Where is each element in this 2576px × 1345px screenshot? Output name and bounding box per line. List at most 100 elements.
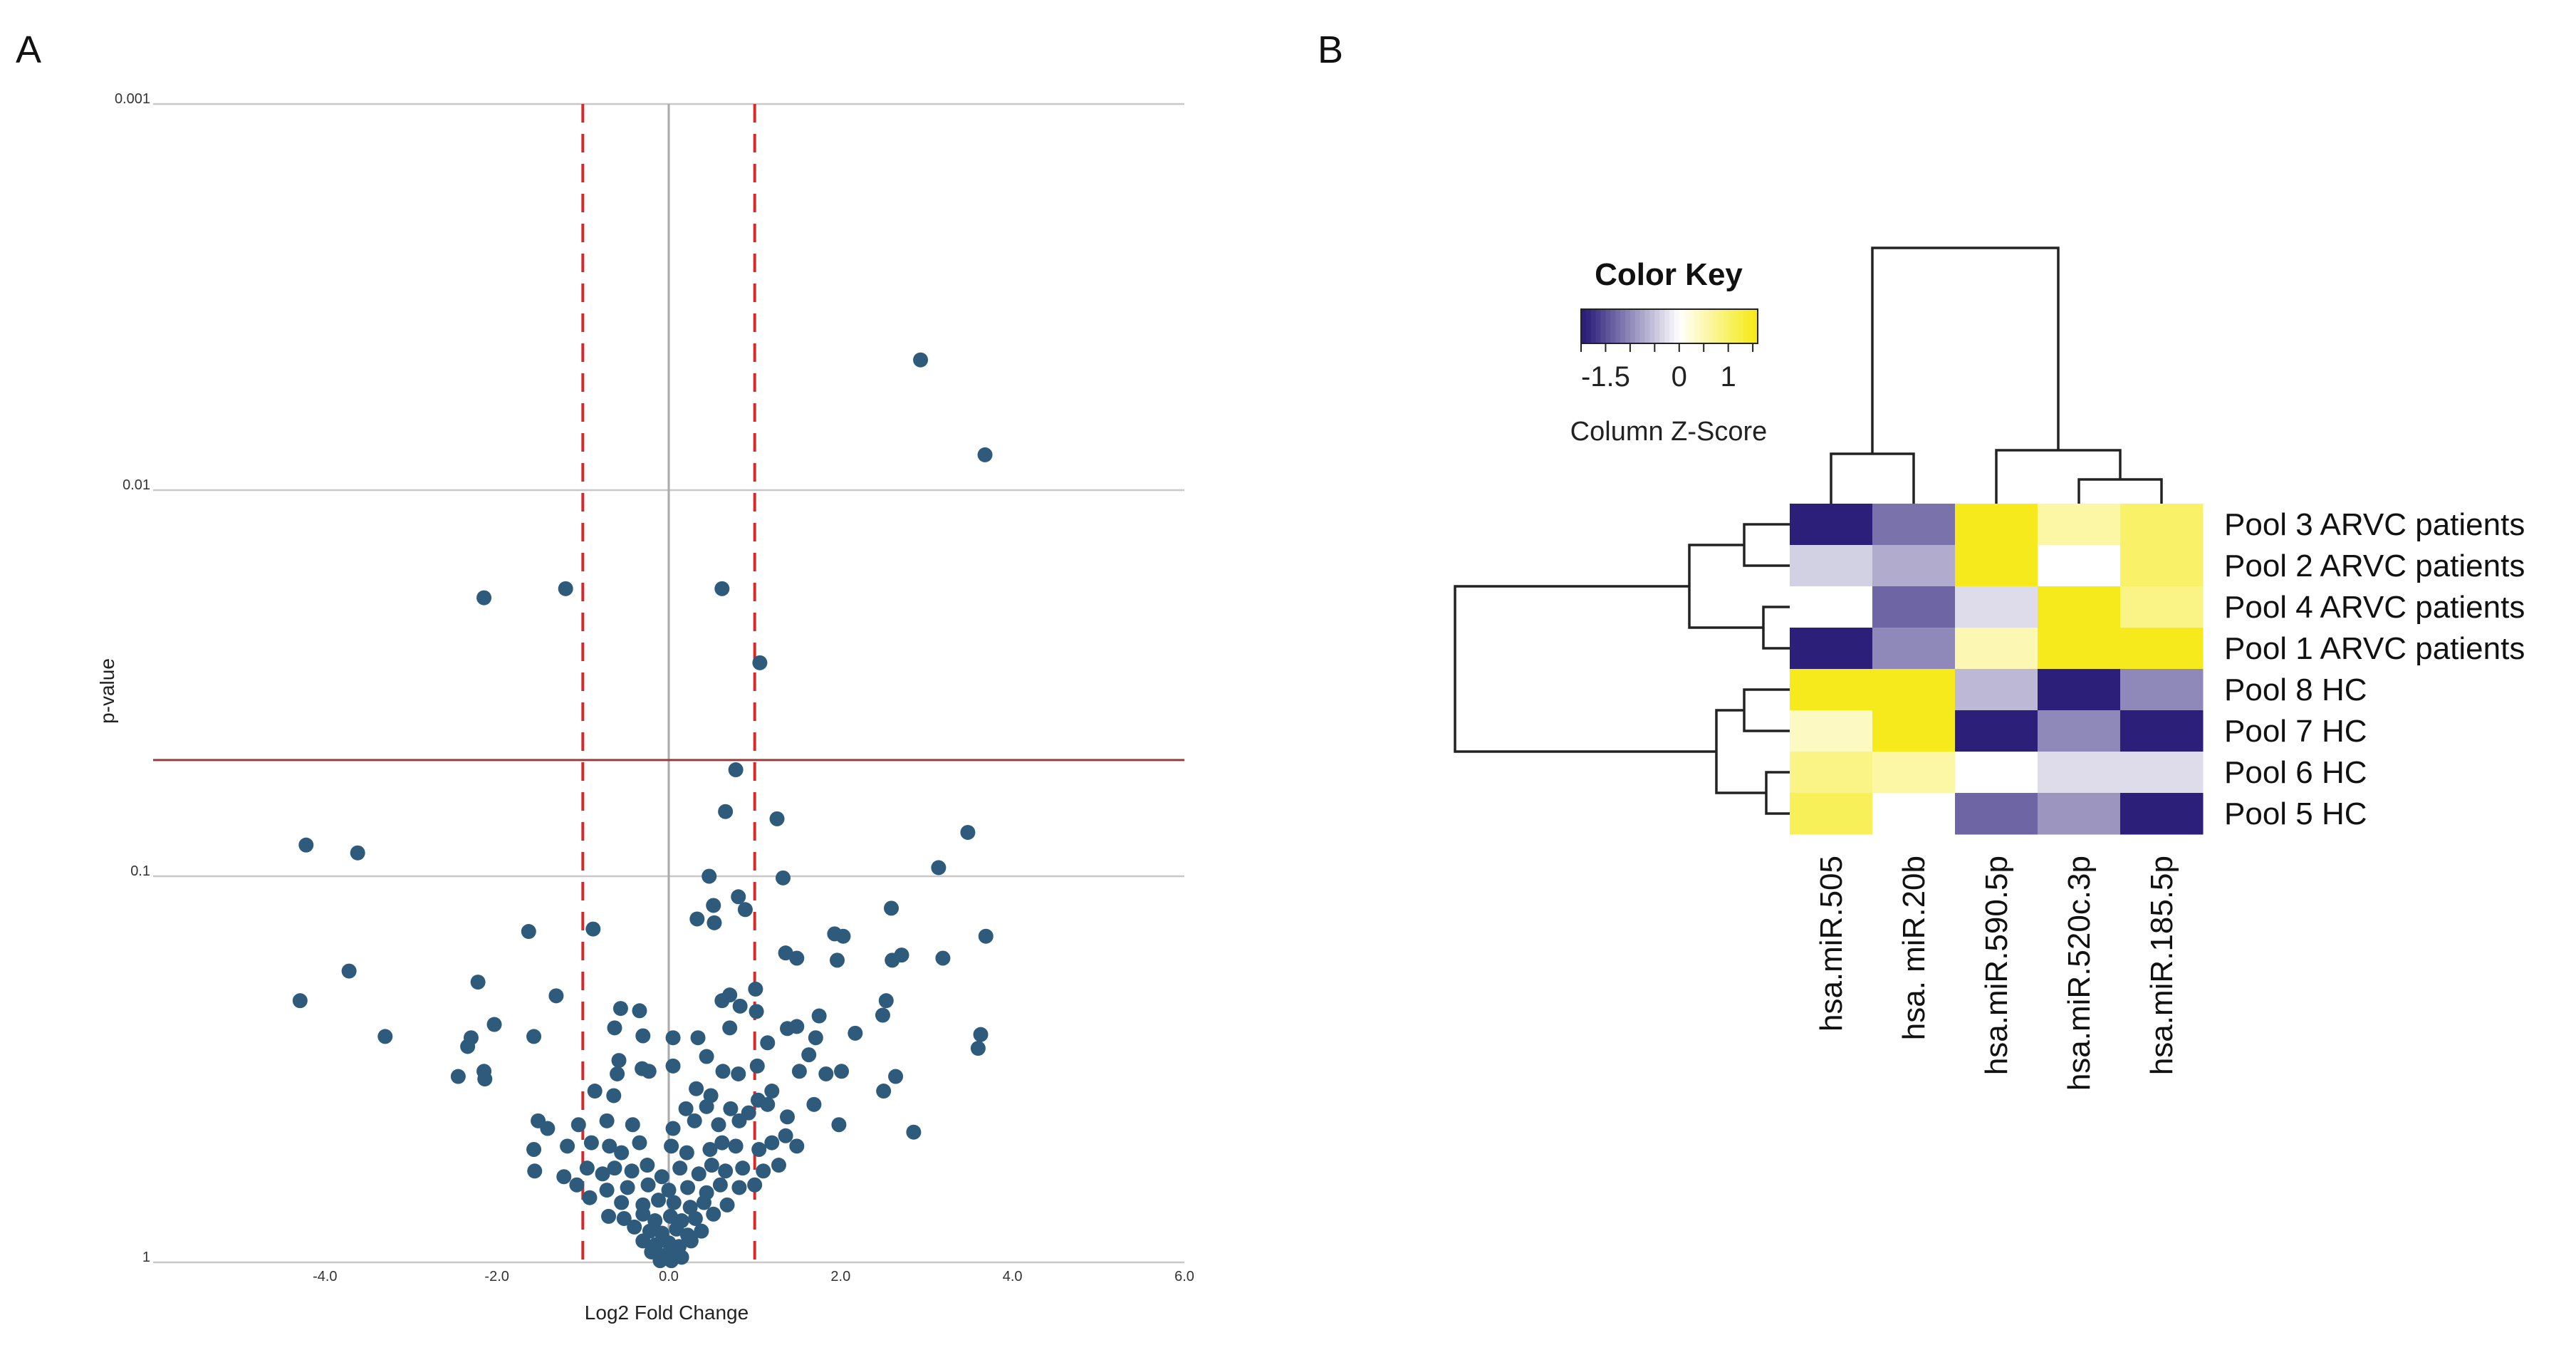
data-point: [778, 1128, 793, 1143]
data-point: [791, 1064, 807, 1079]
data-point: [614, 1145, 630, 1160]
data-point: [674, 1250, 689, 1265]
data-point: [704, 1158, 719, 1173]
data-point: [806, 1096, 822, 1112]
color-key-swatch: [1738, 309, 1744, 343]
data-point: [778, 945, 793, 961]
data-point: [764, 1084, 780, 1099]
x-tick-label: 6.0: [1174, 1269, 1194, 1284]
data-point: [521, 924, 536, 940]
data-point: [560, 1138, 575, 1154]
color-key-swatch: [1600, 309, 1607, 343]
color-key-swatch: [1620, 309, 1626, 343]
data-point: [641, 1064, 657, 1079]
heatmap-cell: [1872, 793, 1956, 835]
data-point: [672, 1160, 688, 1176]
color-key-swatch: [1689, 309, 1695, 343]
data-point: [607, 1160, 622, 1176]
data-point: [818, 1066, 834, 1081]
data-point: [680, 1180, 696, 1195]
data-point: [682, 1200, 698, 1215]
data-point: [737, 902, 753, 918]
data-point: [722, 1020, 738, 1036]
data-point: [775, 870, 791, 886]
color-key-swatch: [1748, 309, 1753, 343]
data-point: [602, 1138, 617, 1154]
data-point: [582, 1190, 598, 1205]
data-point: [678, 1101, 694, 1116]
data-point: [728, 762, 744, 778]
y-tick-label: 0.01: [122, 477, 150, 493]
data-point: [714, 1135, 730, 1151]
data-point: [714, 581, 730, 596]
row-dendrogram-branch: [1454, 585, 1716, 753]
heatmap-cell: [1790, 545, 1873, 587]
data-point: [731, 1066, 746, 1081]
data-point: [699, 1049, 714, 1064]
color-key-swatch: [1605, 309, 1612, 343]
color-key-swatch: [1718, 309, 1724, 343]
data-point: [977, 447, 993, 462]
data-point: [878, 993, 894, 1009]
data-point: [728, 1138, 744, 1154]
data-point: [718, 1163, 734, 1179]
data-point: [558, 581, 573, 596]
data-point: [606, 1088, 622, 1103]
heatmap-cells: [1790, 504, 2204, 835]
color-key-swatch: [1728, 309, 1734, 343]
data-point: [960, 824, 976, 840]
data-point: [599, 1113, 615, 1128]
data-point: [607, 1020, 622, 1036]
data-point: [625, 1117, 640, 1133]
data-point: [830, 952, 845, 968]
data-point: [620, 1180, 635, 1195]
data-point: [723, 1101, 739, 1116]
heatmap-cell: [2120, 793, 2204, 835]
volcano-x-ticks: -4.0 -2.0 0.0 2.0 4.0 6.0: [313, 1269, 1194, 1284]
color-key-swatch: [1743, 309, 1749, 343]
column-label: hsa.miR.505: [1814, 856, 1849, 1032]
data-point: [747, 1177, 763, 1193]
heatmap-cell: [1790, 793, 1873, 835]
heatmap-cell: [1872, 628, 1956, 670]
data-point: [570, 1117, 586, 1133]
color-key-swatch: [1723, 309, 1729, 343]
data-point: [748, 981, 763, 997]
data-point: [599, 1183, 615, 1198]
data-point: [665, 1030, 681, 1046]
data-point: [749, 1058, 765, 1074]
color-key-swatch: [1649, 309, 1656, 343]
heatmap-cell: [1955, 504, 2038, 546]
data-point: [292, 993, 308, 1009]
row-label: Pool 5 HC: [2224, 796, 2367, 831]
data-point: [731, 1113, 747, 1128]
heatmap-cell: [1955, 628, 2038, 670]
row-label: Pool 1 ARVC patients: [2224, 631, 2525, 666]
data-point: [665, 1121, 681, 1136]
heatmap-cell: [1955, 752, 2038, 794]
column-label: hsa.miR.590.5p: [1979, 856, 2014, 1075]
data-point: [341, 963, 357, 979]
data-point: [470, 975, 486, 990]
data-point: [661, 1183, 677, 1198]
heatmap-cell: [1872, 710, 1956, 752]
data-point: [808, 1030, 823, 1046]
data-point: [477, 1071, 493, 1087]
heatmap-cell: [1790, 628, 1873, 670]
column-label: hsa.miR.185.5p: [2144, 856, 2179, 1075]
heatmap-cell: [1872, 586, 1956, 628]
data-point: [654, 1169, 669, 1185]
color-key-swatch: [1625, 309, 1631, 343]
color-key-swatch: [1585, 309, 1592, 343]
heatmap-cell: [2038, 710, 2121, 752]
data-point: [694, 1223, 709, 1239]
y-tick-label: 0.1: [130, 863, 150, 879]
data-point: [679, 1145, 694, 1160]
row-label: Pool 2 ARVC patients: [2224, 549, 2525, 583]
heatmap-cell: [1790, 710, 1873, 752]
x-tick-label: -2.0: [484, 1269, 509, 1284]
data-point: [935, 950, 951, 966]
data-point: [715, 1064, 731, 1079]
heatmap-cell: [1955, 669, 2038, 711]
